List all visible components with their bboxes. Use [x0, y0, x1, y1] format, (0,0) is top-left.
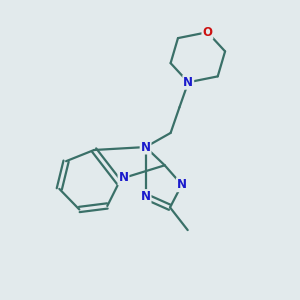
Text: N: N: [183, 76, 193, 89]
Text: N: N: [141, 190, 151, 203]
Text: N: N: [177, 178, 187, 191]
Text: N: N: [141, 141, 151, 154]
Text: N: N: [118, 172, 128, 184]
Text: O: O: [202, 26, 212, 39]
